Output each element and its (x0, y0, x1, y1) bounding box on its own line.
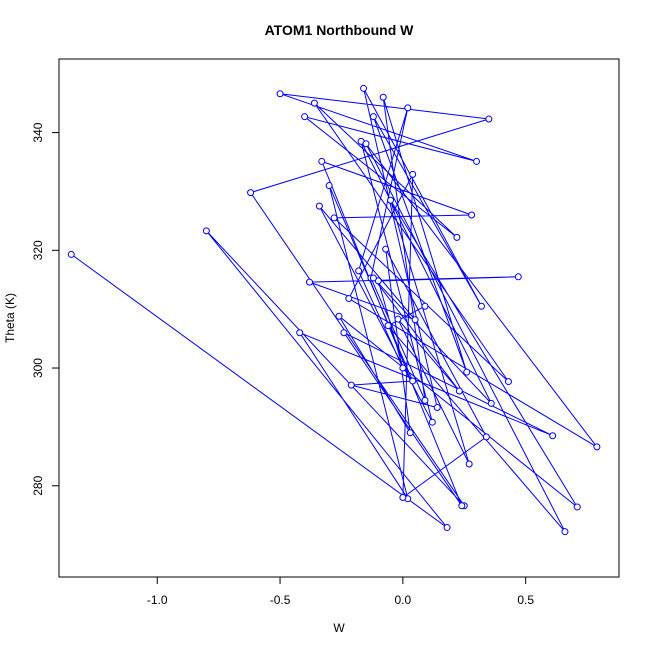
data-point (473, 157, 481, 165)
data-point (384, 322, 392, 330)
x-axis: -1.0 -0.5 0.0 0.5 (147, 576, 534, 607)
data-point (409, 377, 417, 385)
data-point (443, 524, 451, 532)
data-point (347, 381, 355, 389)
data-point (310, 99, 318, 107)
data-point (330, 214, 338, 222)
data-point (573, 503, 581, 511)
data-point (374, 277, 382, 285)
data-point (463, 368, 471, 376)
data-point (406, 429, 414, 437)
data-point (428, 418, 436, 426)
data-point (67, 250, 75, 258)
data-point (369, 113, 377, 121)
data-point (482, 433, 490, 441)
data-point (315, 202, 323, 210)
data-point (465, 460, 473, 468)
data-point (325, 182, 333, 190)
data-point (561, 528, 569, 536)
data-point (355, 267, 363, 275)
data-point (382, 245, 390, 253)
data-point (455, 387, 463, 395)
data-point (399, 494, 407, 502)
data-point (433, 403, 441, 411)
y-tick-label: 320 (31, 240, 45, 260)
data-point (593, 443, 601, 451)
data-point (369, 274, 377, 282)
data-point (340, 329, 348, 337)
y-axis: 280 300 320 340 (31, 122, 60, 496)
data-point (318, 157, 326, 165)
data-point (276, 90, 284, 98)
data-point (247, 189, 255, 197)
data-point (202, 227, 210, 235)
data-point (360, 84, 368, 92)
y-tick-label: 300 (31, 358, 45, 378)
data-point (421, 396, 429, 404)
data-point (504, 378, 512, 386)
data-point (399, 364, 407, 372)
data-point (485, 115, 493, 123)
data-point (477, 302, 485, 310)
data-point (404, 104, 412, 112)
x-tick-label: 0.5 (517, 593, 534, 607)
data-point (421, 302, 429, 310)
x-tick-label: -1.0 (147, 593, 168, 607)
y-tick-label: 280 (31, 475, 45, 495)
x-tick-label: 0.0 (395, 593, 412, 607)
data-point (411, 316, 419, 324)
x-tick-label: -0.5 (270, 593, 291, 607)
data-point (301, 113, 309, 121)
y-axis-label: Theta (K) (3, 293, 17, 343)
data-point (335, 312, 343, 320)
data-point (394, 315, 402, 323)
data-point (514, 273, 522, 281)
series-layer (67, 84, 601, 536)
data-point (409, 170, 417, 178)
chart-title: ATOM1 Northbound W (265, 22, 415, 38)
series-line (71, 88, 598, 533)
data-point (345, 295, 353, 303)
data-point (306, 278, 314, 286)
data-point (387, 196, 395, 204)
data-point (549, 432, 557, 440)
data-point (487, 399, 495, 407)
data-point (362, 140, 370, 148)
y-tick-label: 340 (31, 122, 45, 142)
data-point (458, 502, 466, 510)
data-point (296, 329, 304, 337)
x-axis-label: W (333, 621, 345, 635)
data-point (468, 211, 476, 219)
data-point (379, 93, 387, 101)
data-point (453, 233, 461, 241)
